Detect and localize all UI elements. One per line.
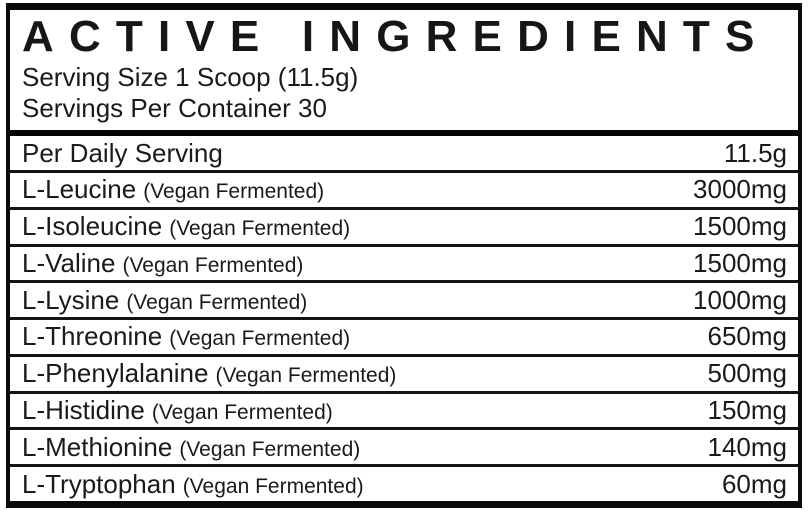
ingredient-amount: 140mg bbox=[707, 431, 788, 462]
row-l-phenylalanine: L-Phenylalanine (Vegan Fermented) 500mg bbox=[10, 353, 798, 391]
ingredients-table: Per Daily Serving 11.5g L-Leucine (Vegan… bbox=[10, 130, 798, 501]
row-l-histidine: L-Histidine (Vegan Fermented) 150mg bbox=[10, 390, 798, 428]
ingredient-note: (Vegan Fermented) bbox=[182, 474, 364, 498]
ingredient-amount: 60mg bbox=[721, 468, 787, 499]
servings-per-container-line: Servings Per Container 30 bbox=[22, 93, 327, 124]
row-l-valine: L-Valine (Vegan Fermented) 1500mg bbox=[10, 243, 798, 281]
ingredient-note: (Vegan Fermented) bbox=[151, 401, 333, 425]
ingredient-label: L-Leucine (Vegan Fermented) bbox=[22, 174, 324, 205]
row-l-threonine: L-Threonine (Vegan Fermented) 650mg bbox=[10, 317, 798, 354]
row-l-tryptophan: L-Tryptophan (Vegan Fermented) 60mg bbox=[10, 464, 798, 501]
ingredient-label: L-Phenylalanine (Vegan Fermented) bbox=[22, 358, 396, 389]
ingredient-name: L-Phenylalanine bbox=[22, 358, 209, 389]
row-l-lysine: L-Lysine (Vegan Fermented) 1000mg bbox=[10, 280, 798, 317]
per-daily-serving-row: Per Daily Serving 11.5g bbox=[10, 130, 798, 170]
ingredient-name: L-Isoleucine bbox=[22, 211, 163, 242]
ingredient-label: L-Valine (Vegan Fermented) bbox=[22, 248, 303, 279]
ingredient-note: (Vegan Fermented) bbox=[215, 364, 397, 388]
per-daily-serving-label: Per Daily Serving bbox=[22, 137, 223, 168]
ingredient-label: L-Histidine (Vegan Fermented) bbox=[22, 395, 333, 426]
active-ingredients-panel: ACTIVE INGREDIENTS Serving Size 1 Scoop … bbox=[6, 3, 802, 508]
ingredient-note: (Vegan Fermented) bbox=[169, 327, 351, 351]
ingredient-note: (Vegan Fermented) bbox=[122, 253, 304, 277]
ingredient-amount: 150mg bbox=[707, 395, 788, 426]
ingredient-label: L-Lysine (Vegan Fermented) bbox=[22, 285, 307, 316]
ingredient-note: (Vegan Fermented) bbox=[126, 290, 308, 314]
ingredient-label: L-Methionine (Vegan Fermented) bbox=[22, 432, 360, 463]
ingredient-amount: 1000mg bbox=[693, 284, 787, 315]
row-l-methionine: L-Methionine (Vegan Fermented) 140mg bbox=[10, 427, 798, 464]
ingredient-note: (Vegan Fermented) bbox=[179, 437, 361, 461]
serving-size-line: Serving Size 1 Scoop (11.5g) bbox=[22, 62, 359, 93]
ingredient-name: L-Tryptophan bbox=[22, 468, 176, 499]
ingredient-amount: 1500mg bbox=[693, 211, 787, 242]
ingredient-amount: 650mg bbox=[707, 321, 788, 352]
panel-header: ACTIVE INGREDIENTS Serving Size 1 Scoop … bbox=[10, 10, 798, 130]
ingredient-name: L-Leucine bbox=[22, 174, 137, 205]
per-daily-serving-amount: 11.5g bbox=[723, 137, 787, 168]
ingredient-label: L-Tryptophan (Vegan Fermented) bbox=[22, 469, 364, 500]
ingredient-name: L-Threonine bbox=[22, 321, 163, 352]
row-l-isoleucine: L-Isoleucine (Vegan Fermented) 1500mg bbox=[10, 206, 798, 244]
panel-title: ACTIVE INGREDIENTS bbox=[22, 14, 770, 61]
ingredient-name: L-Methionine bbox=[22, 431, 173, 462]
ingredient-label: L-Isoleucine (Vegan Fermented) bbox=[22, 211, 350, 242]
ingredient-note: (Vegan Fermented) bbox=[169, 217, 351, 241]
ingredient-amount: 3000mg bbox=[693, 174, 787, 205]
ingredient-name: L-Histidine bbox=[22, 395, 145, 426]
ingredient-name: L-Lysine bbox=[22, 284, 120, 315]
row-l-leucine: L-Leucine (Vegan Fermented) 3000mg bbox=[10, 169, 798, 207]
ingredient-amount: 500mg bbox=[707, 358, 788, 389]
ingredient-amount: 1500mg bbox=[693, 247, 787, 278]
ingredient-label: L-Threonine (Vegan Fermented) bbox=[22, 321, 350, 352]
ingredient-note: (Vegan Fermented) bbox=[143, 180, 325, 204]
ingredient-name: L-Valine bbox=[22, 247, 116, 278]
